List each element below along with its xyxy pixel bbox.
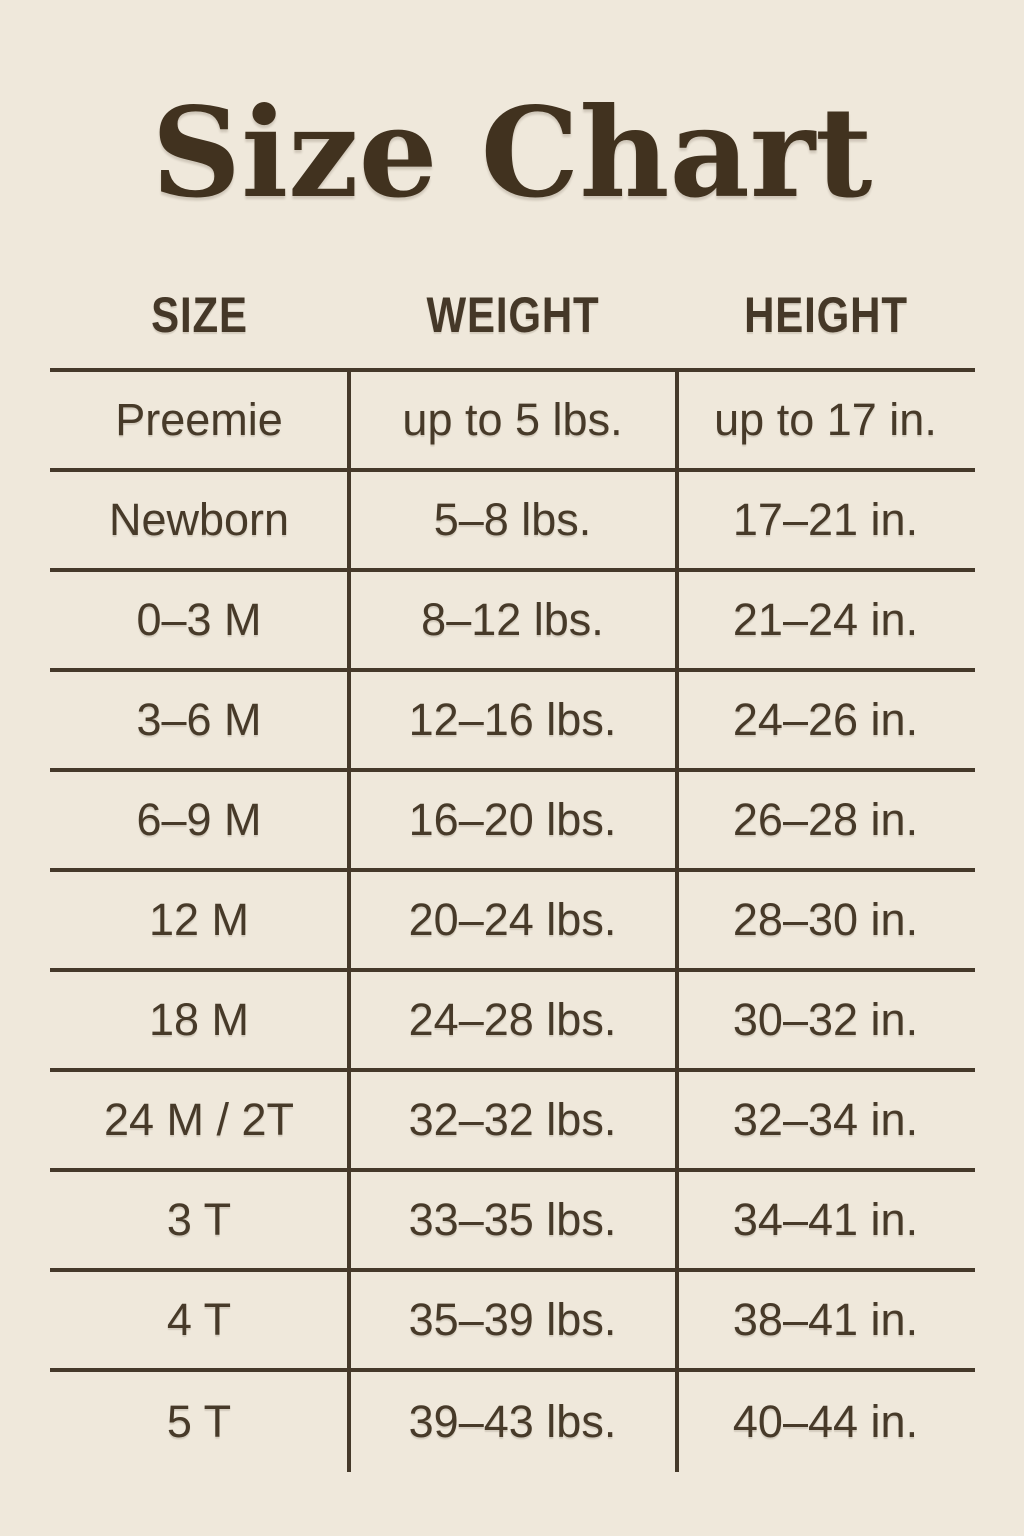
table-row: 12 M 20–24 lbs. 28–30 in. xyxy=(49,872,975,972)
size-cell: 3–6 M xyxy=(136,693,262,745)
column-header-height: HEIGHT xyxy=(743,286,908,343)
height-cell: 21–24 in. xyxy=(732,593,919,645)
height-cell: up to 17 in. xyxy=(714,393,937,445)
column-header-size: SIZE xyxy=(150,286,248,343)
size-cell: Preemie xyxy=(115,393,283,445)
weight-cell: 20–24 lbs. xyxy=(408,893,617,945)
page-title: Size Chart xyxy=(151,81,873,226)
height-cell: 32–34 in. xyxy=(732,1093,919,1145)
table-row: 0–3 M 8–12 lbs. 21–24 in. xyxy=(49,572,975,672)
table-row: 3 T 33–35 lbs. 34–41 in. xyxy=(49,1172,975,1272)
table-row: 3–6 M 12–16 lbs. 24–26 in. xyxy=(49,672,975,772)
table-row: 5 T 39–43 lbs. 40–44 in. xyxy=(50,1372,975,1472)
weight-cell: 33–35 lbs. xyxy=(408,1193,617,1245)
weight-cell: 24–28 lbs. xyxy=(408,993,617,1045)
size-cell: 24 M / 2T xyxy=(103,1093,295,1145)
weight-cell: 5–8 lbs. xyxy=(433,493,592,545)
table-row: 24 M / 2T 32–32 lbs. 32–34 in. xyxy=(49,1072,975,1172)
height-cell: 40–44 in. xyxy=(732,1395,919,1447)
weight-cell: 39–43 lbs. xyxy=(408,1395,617,1447)
table-row: Newborn 5–8 lbs. 17–21 in. xyxy=(49,472,975,572)
size-cell: 12 M xyxy=(148,893,250,945)
table-row: 6–9 M 16–20 lbs. 26–28 in. xyxy=(49,772,975,872)
size-cell: 6–9 M xyxy=(136,793,262,845)
weight-cell: 32–32 lbs. xyxy=(408,1093,617,1145)
size-cell: 4 T xyxy=(166,1293,232,1345)
weight-cell: 35–39 lbs. xyxy=(408,1293,617,1345)
weight-cell: 16–20 lbs. xyxy=(408,793,617,845)
weight-cell: 12–16 lbs. xyxy=(408,693,617,745)
column-header-weight: WEIGHT xyxy=(425,286,600,343)
size-cell: 0–3 M xyxy=(136,593,262,645)
height-cell: 24–26 in. xyxy=(732,693,919,745)
size-cell: 18 M xyxy=(148,993,250,1045)
height-cell: 38–41 in. xyxy=(732,1293,919,1345)
height-cell: 34–41 in. xyxy=(732,1193,919,1245)
size-chart-table: SIZE WEIGHT HEIGHT Preemie up to 5 lbs. … xyxy=(49,229,975,1472)
table-row: 4 T 35–39 lbs. 38–41 in. xyxy=(49,1272,975,1372)
height-cell: 26–28 in. xyxy=(732,793,919,845)
height-cell: 30–32 in. xyxy=(732,993,919,1045)
height-cell: 28–30 in. xyxy=(732,893,919,945)
height-cell: 17–21 in. xyxy=(732,493,919,545)
table-header-row: SIZE WEIGHT HEIGHT xyxy=(49,229,975,372)
table-row: 18 M 24–28 lbs. 30–32 in. xyxy=(49,972,975,1072)
table-row: Preemie up to 5 lbs. up to 17 in. xyxy=(49,372,975,472)
table-body: Preemie up to 5 lbs. up to 17 in. Newbor… xyxy=(49,371,975,1472)
size-cell: Newborn xyxy=(108,493,290,545)
weight-cell: 8–12 lbs. xyxy=(421,593,604,645)
size-cell: 5 T xyxy=(166,1395,232,1447)
size-cell: 3 T xyxy=(166,1193,232,1245)
column-divider-1 xyxy=(346,371,351,1472)
weight-cell: up to 5 lbs. xyxy=(402,393,623,445)
column-divider-2 xyxy=(674,371,679,1472)
